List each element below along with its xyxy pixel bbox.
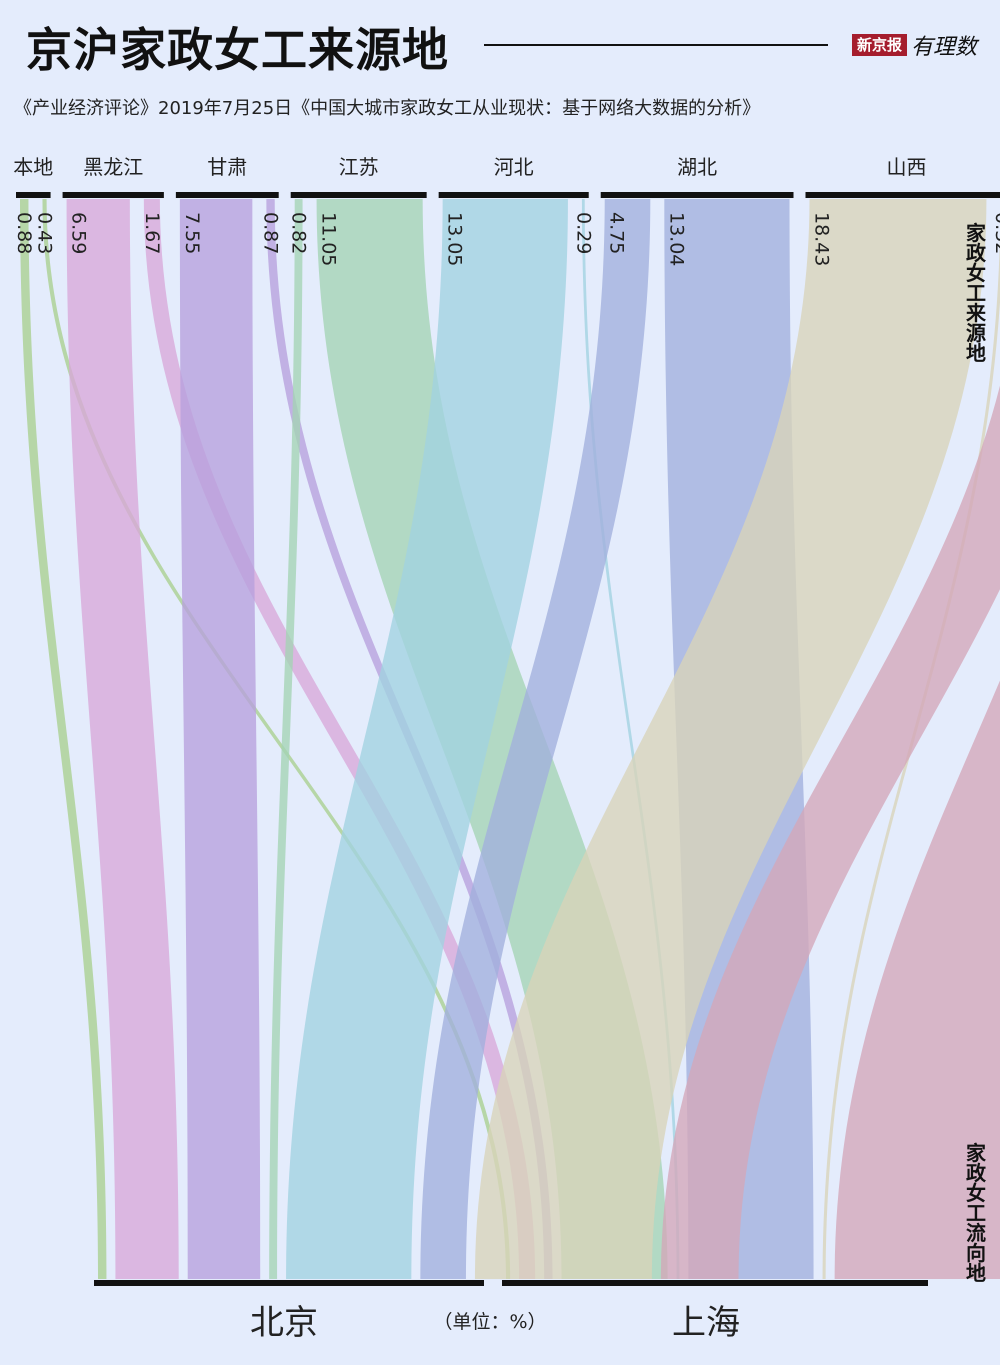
source-label-甘肃: 甘肃 [207, 155, 247, 179]
value-label-甘肃-北京: 7.55 [181, 212, 203, 254]
value-label-江苏-北京: 0.82 [288, 212, 310, 254]
bar-layer [16, 192, 1000, 1286]
chart-title: 京沪家政女工来源地 [26, 23, 449, 77]
source-bar-江苏 [290, 192, 427, 198]
source-bar-山西 [805, 192, 1000, 198]
unit-label: （单位：%） [433, 1311, 547, 1333]
source-label-河北: 河北 [494, 155, 534, 179]
value-label-湖北-北京: 4.75 [606, 212, 628, 254]
source-label-本地: 本地 [13, 155, 53, 179]
value-label-甘肃-上海: 0.87 [260, 212, 282, 254]
flow-layer [20, 199, 1000, 1279]
target-label-北京: 北京 [250, 1303, 318, 1343]
target-bar-北京 [94, 1280, 484, 1286]
value-label-本地-北京: 0.88 [13, 212, 35, 254]
source-bar-甘肃 [175, 192, 279, 198]
flow-河北-上海 [581, 199, 680, 1279]
source-citation: 《产业经济评论》2019年7月25日《中国大城市家政女工从业现状：基于网络大数据… [14, 98, 761, 119]
source-bar-湖北 [600, 192, 794, 198]
flow-黑龙江-北京 [66, 199, 179, 1279]
value-label-本地-上海: 0.43 [34, 212, 56, 254]
value-label-河北-北京: 13.05 [444, 212, 466, 266]
flow-本地-上海 [42, 199, 511, 1279]
source-label-黑龙江: 黑龙江 [83, 155, 143, 179]
flow-黑龙江-上海 [143, 199, 536, 1279]
source-label-山西: 山西 [887, 155, 927, 179]
value-label-江苏-上海: 11.05 [318, 212, 340, 266]
flow-湖北-北京 [420, 199, 651, 1279]
source-bar-河北 [438, 192, 589, 198]
target-label-上海: 上海 [672, 1303, 740, 1343]
top-axis-label: 家政女工来源地 [965, 221, 987, 365]
flow-山西-北京 [474, 199, 987, 1279]
flow-甘肃-北京 [179, 199, 261, 1279]
flow-安徽-北京 [660, 384, 1000, 1279]
logo-box: 新京报 [852, 34, 908, 56]
value-label-湖北-上海: 13.04 [665, 212, 687, 266]
flow-安徽-上海 [834, 680, 1000, 1279]
value-label-山西-上海: 0.32 [991, 212, 1000, 254]
value-label-黑龙江-上海: 1.67 [141, 212, 163, 254]
node-label-layer: 本地黑龙江甘肃江苏河北湖北山西安徽北京上海 [13, 155, 927, 1343]
flow-江苏-北京 [269, 199, 303, 1279]
source-label-湖北: 湖北 [677, 155, 717, 179]
value-label-山西-北京: 18.43 [811, 212, 833, 266]
value-label-河北-上海: 0.29 [572, 212, 594, 254]
logo: 新京报 有理数 [852, 30, 977, 60]
title-rule [484, 44, 828, 46]
source-label-江苏: 江苏 [339, 155, 379, 179]
flow-本地-北京 [20, 199, 107, 1279]
logo-text: 有理数 [911, 35, 978, 60]
flow-河北-北京 [286, 199, 568, 1279]
value-label-黑龙江-北京: 6.59 [68, 212, 90, 254]
bottom-axis-label: 家政女工流向地 [966, 1141, 987, 1285]
target-bar-上海 [502, 1280, 928, 1286]
source-bar-本地 [16, 192, 51, 198]
source-bar-黑龙江 [62, 192, 164, 198]
value-label-layer: 0.880.43 6.59 1.67 7.55 0.87 0.82 11.05 13.05 0.… [13, 212, 1000, 266]
